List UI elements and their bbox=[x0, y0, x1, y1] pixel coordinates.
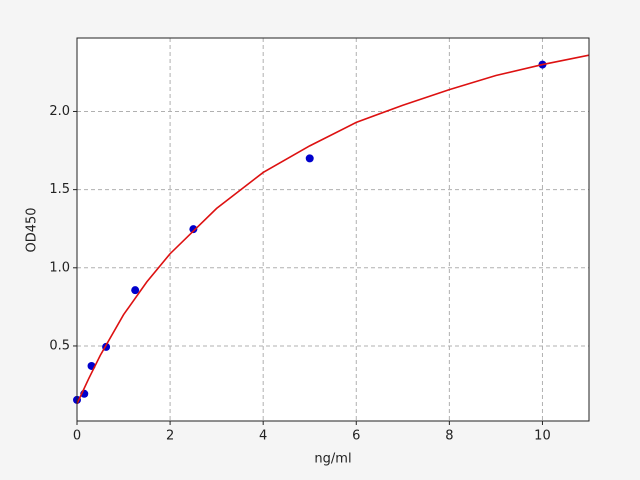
x-axis-label: ng/ml bbox=[314, 452, 351, 467]
x-tick-label: 0 bbox=[73, 429, 81, 444]
x-tick-label: 6 bbox=[352, 429, 360, 444]
y-tick-label: 2.0 bbox=[49, 104, 70, 119]
x-tick-label: 4 bbox=[259, 429, 267, 444]
plot-frame bbox=[76, 37, 590, 422]
y-axis-label: OD450 bbox=[25, 207, 40, 252]
x-tick-label: 2 bbox=[166, 429, 174, 444]
data-point bbox=[189, 225, 198, 234]
y-tick-label: 1.0 bbox=[49, 260, 70, 275]
y-tick-label: 0.5 bbox=[49, 338, 70, 353]
fit-curve bbox=[77, 54, 589, 405]
plot-area bbox=[77, 38, 589, 421]
data-point bbox=[305, 154, 314, 163]
data-point bbox=[131, 286, 140, 295]
x-tick-label: 8 bbox=[445, 429, 453, 444]
x-tick-label: 10 bbox=[534, 429, 551, 444]
y-tick-label: 1.5 bbox=[49, 182, 70, 197]
